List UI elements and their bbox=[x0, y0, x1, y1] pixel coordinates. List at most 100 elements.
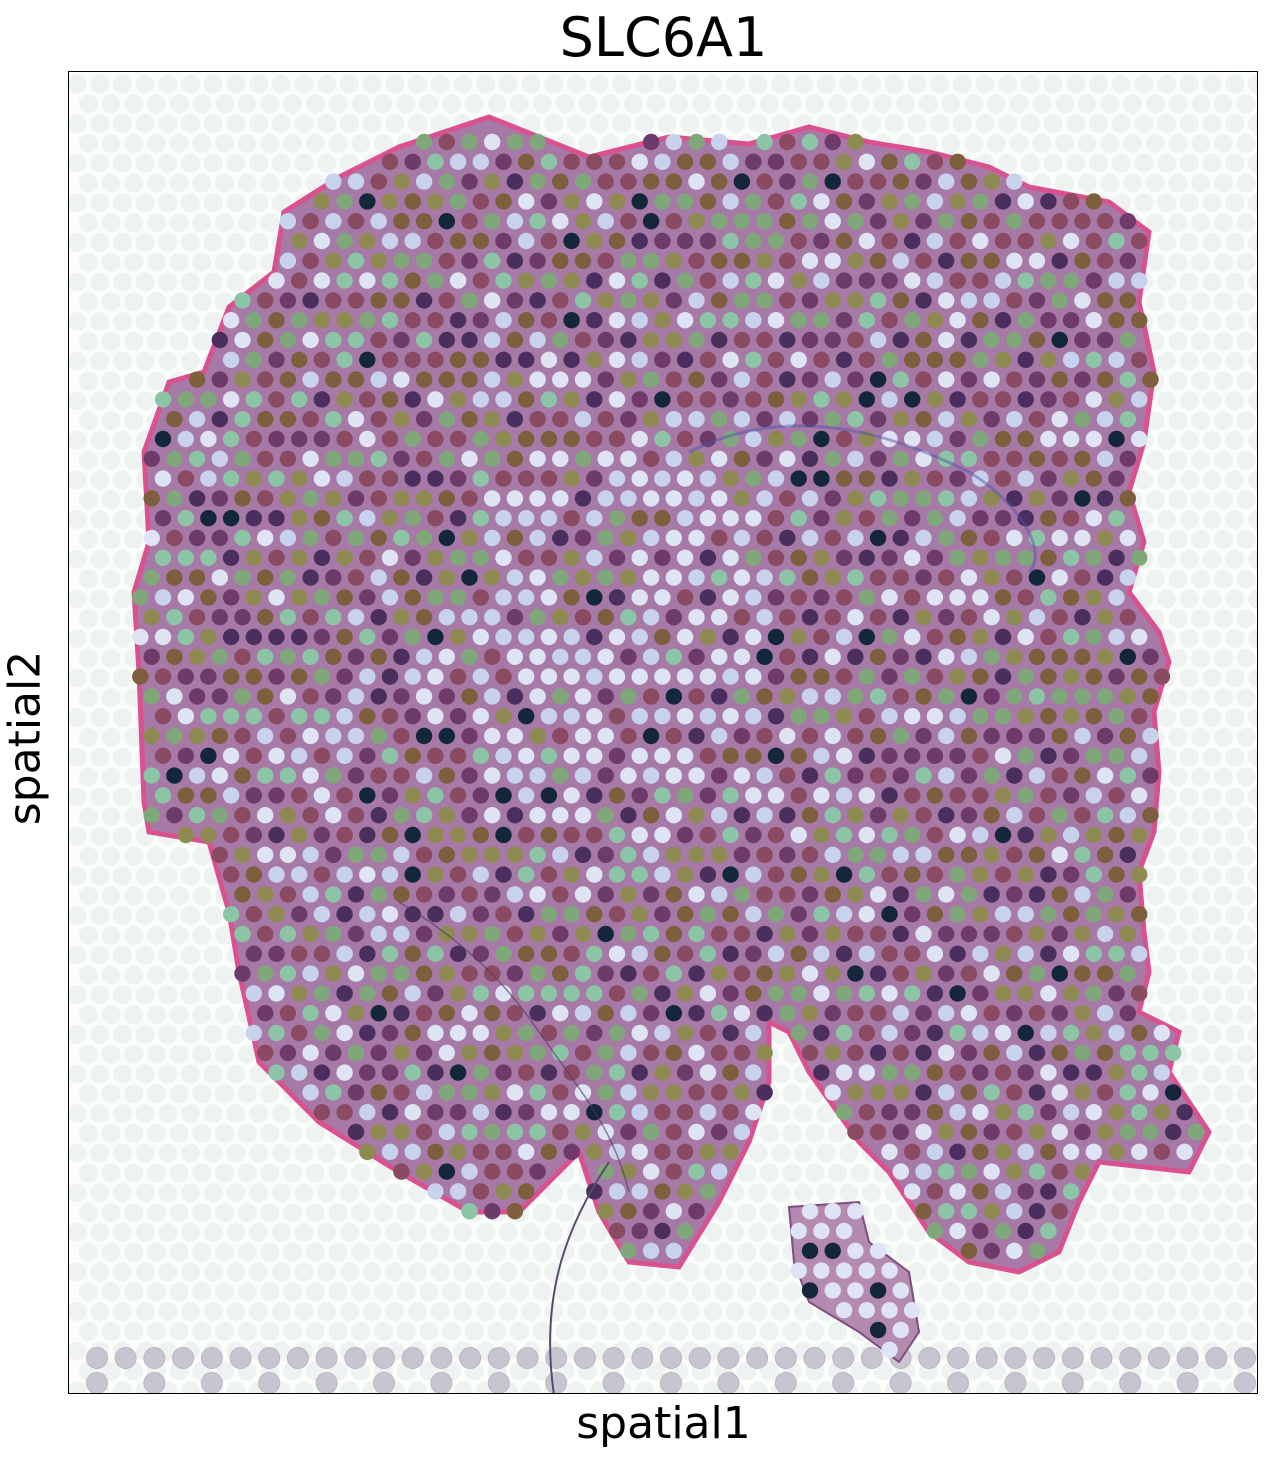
expression-spot bbox=[336, 628, 353, 646]
background-spot bbox=[260, 1203, 280, 1223]
background-spot bbox=[226, 1104, 246, 1124]
expression-spot bbox=[892, 648, 909, 665]
expression-spot bbox=[563, 193, 580, 210]
background-spot bbox=[305, 1282, 325, 1302]
expression-spot bbox=[756, 292, 773, 309]
background-spot bbox=[69, 114, 87, 134]
expression-spot bbox=[574, 173, 592, 190]
expression-spot bbox=[381, 391, 399, 408]
background-spot bbox=[1179, 510, 1199, 530]
expression-spot bbox=[983, 688, 1000, 705]
expression-spot bbox=[960, 727, 978, 745]
expression-spot bbox=[756, 371, 773, 388]
background-spot bbox=[90, 114, 110, 134]
expression-spot bbox=[200, 787, 217, 804]
expression-spot bbox=[1074, 371, 1091, 388]
background-spot bbox=[226, 193, 246, 213]
background-spot bbox=[1168, 1005, 1188, 1025]
background-spot bbox=[181, 312, 200, 332]
background-spot bbox=[385, 1262, 405, 1282]
expression-spot bbox=[347, 648, 365, 665]
expression-spot bbox=[801, 450, 819, 467]
background-spot bbox=[759, 1321, 779, 1341]
expression-spot bbox=[370, 807, 387, 824]
expression-spot bbox=[438, 807, 455, 824]
background-spot bbox=[135, 351, 155, 371]
expression-spot bbox=[552, 490, 569, 507]
background-spot bbox=[930, 1381, 950, 1393]
expression-spot bbox=[983, 609, 1000, 626]
expression-spot bbox=[336, 312, 353, 329]
background-spot bbox=[453, 1381, 473, 1393]
expression-spot bbox=[336, 747, 353, 764]
background-spot bbox=[181, 1024, 200, 1044]
expression-spot bbox=[813, 351, 830, 368]
background-spot bbox=[78, 1282, 98, 1302]
background-spot bbox=[771, 74, 791, 94]
background-spot bbox=[1191, 133, 1211, 153]
expression-spot bbox=[234, 371, 251, 388]
expression-spot bbox=[676, 470, 694, 487]
expression-spot bbox=[245, 510, 262, 527]
expression-spot bbox=[915, 727, 932, 745]
expression-spot bbox=[222, 312, 240, 329]
background-spot bbox=[78, 1242, 98, 1262]
background-spot bbox=[862, 74, 881, 94]
expression-spot bbox=[427, 312, 444, 329]
expression-spot bbox=[438, 331, 455, 349]
background-spot bbox=[419, 94, 439, 114]
expression-spot bbox=[449, 391, 467, 408]
expression-spot bbox=[824, 331, 841, 349]
background-spot bbox=[69, 826, 87, 846]
background-spot bbox=[1191, 965, 1211, 985]
background-spot bbox=[612, 114, 632, 134]
background-spot bbox=[646, 94, 666, 114]
fiducial-spot bbox=[1004, 1372, 1027, 1393]
background-spot bbox=[90, 1302, 110, 1322]
expression-spot bbox=[166, 688, 183, 705]
background-spot bbox=[1179, 74, 1199, 94]
expression-spot bbox=[415, 648, 433, 665]
background-spot bbox=[1202, 708, 1222, 728]
background-spot bbox=[1247, 985, 1257, 1005]
expression-spot bbox=[586, 708, 603, 725]
expression-spot bbox=[767, 470, 785, 487]
background-spot bbox=[1179, 114, 1199, 134]
expression-spot bbox=[858, 193, 875, 210]
expression-spot bbox=[154, 787, 172, 804]
background-spot bbox=[1225, 351, 1245, 371]
expression-spot bbox=[608, 391, 626, 408]
expression-spot bbox=[325, 609, 342, 626]
expression-spot bbox=[393, 490, 410, 507]
expression-spot bbox=[347, 529, 365, 547]
expression-spot bbox=[563, 668, 580, 685]
background-spot bbox=[124, 807, 144, 827]
expression-spot bbox=[1119, 529, 1137, 547]
expression-spot bbox=[665, 371, 682, 388]
background-spot bbox=[408, 1222, 427, 1242]
background-spot bbox=[759, 1123, 779, 1143]
background-spot bbox=[1247, 430, 1257, 450]
background-spot bbox=[839, 1183, 859, 1203]
expression-spot bbox=[1028, 450, 1046, 467]
expression-spot bbox=[767, 391, 785, 408]
background-spot bbox=[112, 826, 132, 846]
expression-spot bbox=[1040, 430, 1057, 448]
expression-spot bbox=[222, 351, 240, 368]
background-spot bbox=[430, 114, 450, 134]
expression-spot bbox=[438, 490, 455, 507]
expression-spot bbox=[1074, 252, 1091, 269]
expression-spot bbox=[926, 747, 944, 764]
expression-spot bbox=[518, 272, 535, 289]
background-spot bbox=[1247, 470, 1257, 490]
background-spot bbox=[147, 1163, 166, 1183]
expression-spot bbox=[574, 371, 592, 388]
expression-spot bbox=[608, 628, 626, 646]
expression-spot bbox=[983, 213, 1000, 230]
expression-spot bbox=[711, 529, 728, 547]
expression-spot bbox=[847, 648, 864, 665]
expression-spot bbox=[177, 470, 194, 487]
expression-spot bbox=[166, 648, 183, 665]
background-spot bbox=[1225, 708, 1245, 728]
background-spot bbox=[1123, 94, 1143, 114]
